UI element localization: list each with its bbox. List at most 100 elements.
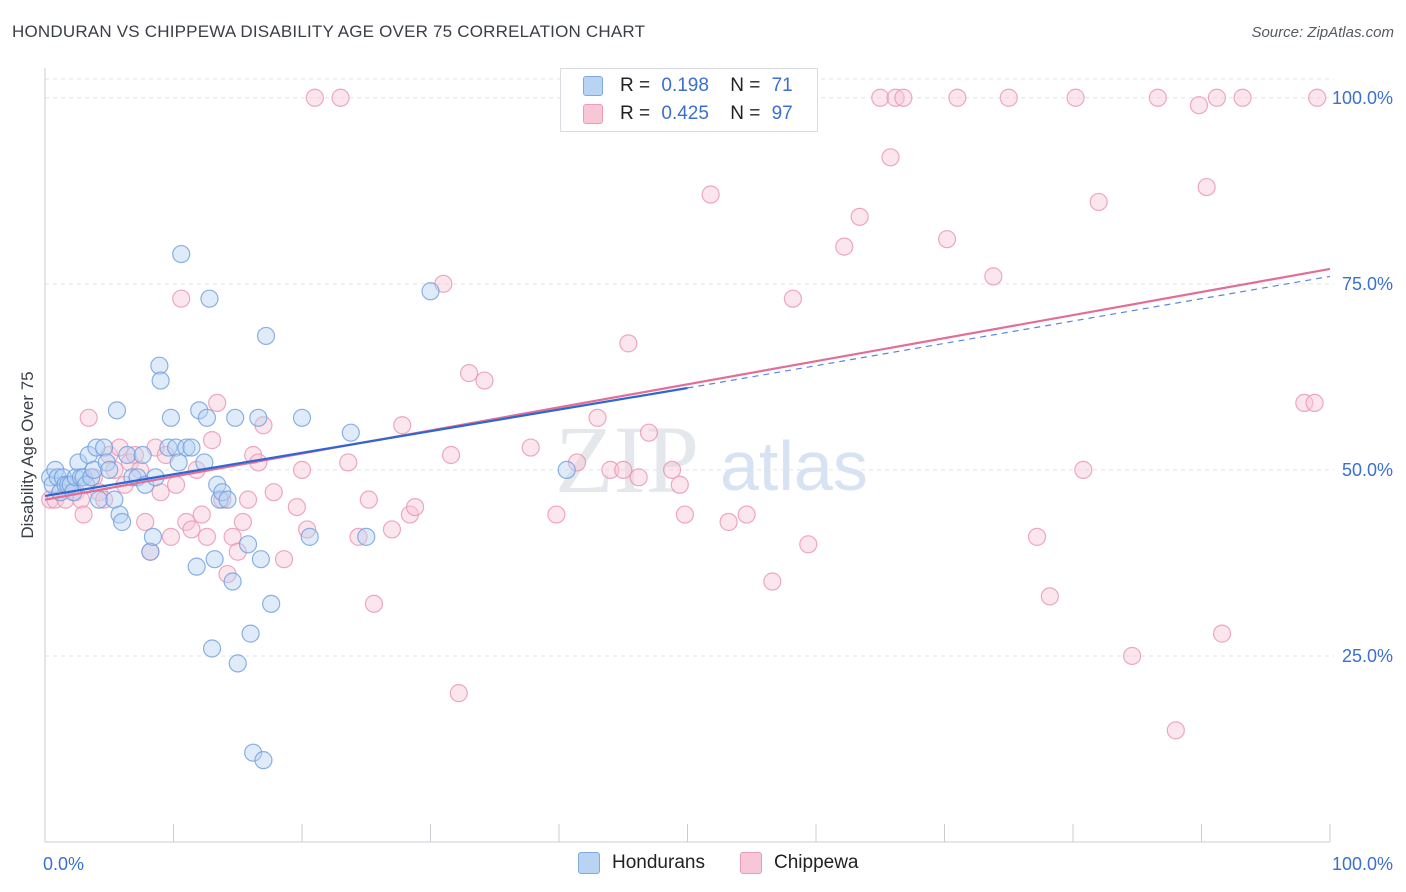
r-label: R = <box>620 103 651 124</box>
legend-label: Hondurans <box>612 852 705 873</box>
honduran-point <box>159 438 178 457</box>
honduran-point <box>238 535 258 554</box>
honduran-point <box>249 408 268 427</box>
legend-label: Chippewa <box>774 852 859 873</box>
chippewa-swatch <box>583 104 603 124</box>
honduran-point <box>141 542 160 561</box>
chippewa-point <box>1074 460 1093 479</box>
chippewa-point <box>1308 88 1327 107</box>
chippewa-point <box>984 267 1003 286</box>
honduran-point <box>292 408 312 427</box>
r-label: R = <box>620 75 651 96</box>
honduran-point <box>161 408 181 427</box>
chippewa-point <box>105 460 124 479</box>
n-value: 97 <box>771 103 793 124</box>
honduran-point <box>197 408 217 427</box>
hondurans-swatch <box>583 76 603 96</box>
chippewa-point <box>166 475 186 494</box>
honduran-point <box>223 572 242 591</box>
chippewa-point <box>881 148 900 167</box>
chippewa-point <box>1166 721 1185 740</box>
n-label: N = <box>730 103 761 124</box>
y-axis-label: Disability Age Over 75 <box>18 371 37 539</box>
chippewa-point <box>136 512 155 532</box>
chippewa-point <box>937 230 957 249</box>
chippewa-point <box>588 408 607 427</box>
chippewa-trend-line <box>44 267 1331 501</box>
chippewa-point <box>871 88 890 107</box>
honduran-point <box>169 453 188 472</box>
chippewa-point <box>182 520 201 539</box>
chippewa-point <box>1295 393 1314 413</box>
honduran-point <box>226 408 245 427</box>
chippewa-point <box>1123 646 1142 666</box>
chippewa-point <box>783 289 802 308</box>
chippewa-point <box>238 490 258 509</box>
honduran-point <box>190 401 209 420</box>
honduran-point <box>256 326 276 346</box>
chippewa-point <box>886 88 905 107</box>
chippewa-point <box>475 371 494 390</box>
chippewa-points <box>41 88 1327 740</box>
honduran-point <box>172 244 191 264</box>
chippewa-point <box>614 460 633 479</box>
legend-row-text: R = 0.198 N = 71 <box>620 75 793 97</box>
honduran-point <box>300 527 319 546</box>
chippewa-point <box>202 431 222 450</box>
honduran-point <box>177 438 196 457</box>
honduran-point <box>228 654 247 673</box>
chippewa-point <box>1040 587 1059 606</box>
hondurans-points <box>41 244 576 770</box>
honduran-point <box>66 468 85 487</box>
chippewa-point <box>639 423 659 442</box>
chippewa-point <box>287 497 306 517</box>
honduran-point <box>421 282 440 301</box>
chippewa-point <box>110 438 129 457</box>
honduran-point <box>133 445 152 465</box>
honduran-point <box>150 356 169 375</box>
honduran-point <box>143 527 163 546</box>
watermark-zip: ZIP <box>555 406 699 513</box>
honduran-point <box>46 460 65 479</box>
chippewa-point <box>1233 88 1252 107</box>
chippewa-point <box>197 527 217 546</box>
chippewa-point <box>1207 88 1227 107</box>
r-value: 0.198 <box>661 75 709 96</box>
chippewa-point <box>172 289 191 308</box>
chippewa-point <box>719 512 738 532</box>
chippewa-point <box>999 88 1018 107</box>
honduran-point <box>97 453 116 472</box>
chippewa-point <box>1305 393 1324 413</box>
honduran-point <box>241 624 260 643</box>
x-tick-labels: 0.0% 100.0% <box>43 854 1393 874</box>
honduran-point <box>151 371 170 390</box>
chippewa-point <box>1027 527 1047 546</box>
chippewa-point <box>192 505 211 524</box>
x-tick-label-max: 100.0% <box>1332 854 1393 874</box>
chippewa-point <box>521 438 540 457</box>
x-tick-label-min: 0.0% <box>43 854 84 874</box>
axes <box>44 68 1331 843</box>
chippewa-point <box>948 88 967 107</box>
chippewa-point <box>364 594 384 613</box>
chippewa-point <box>233 512 252 532</box>
legend-item-chippewa: Chippewa <box>740 852 859 874</box>
honduran-point <box>89 490 109 509</box>
honduran-point <box>254 751 273 770</box>
chippewa-point <box>459 364 479 383</box>
honduran-point <box>205 550 224 569</box>
chippewa-point <box>1197 177 1216 197</box>
chippewa-point <box>763 572 782 591</box>
chippewa-point <box>292 460 312 479</box>
chippewa-point <box>228 542 247 561</box>
y-tick-label: 75.0% <box>1342 274 1393 294</box>
honduran-point <box>210 490 229 509</box>
honduran-point <box>118 445 137 465</box>
watermark-atlas: atlas <box>720 427 868 505</box>
hondurans-swatch <box>578 852 600 874</box>
chippewa-point <box>393 416 412 435</box>
chippewa-point <box>1089 192 1108 212</box>
chippewa-point <box>662 460 682 479</box>
chippewa-point <box>382 520 402 539</box>
